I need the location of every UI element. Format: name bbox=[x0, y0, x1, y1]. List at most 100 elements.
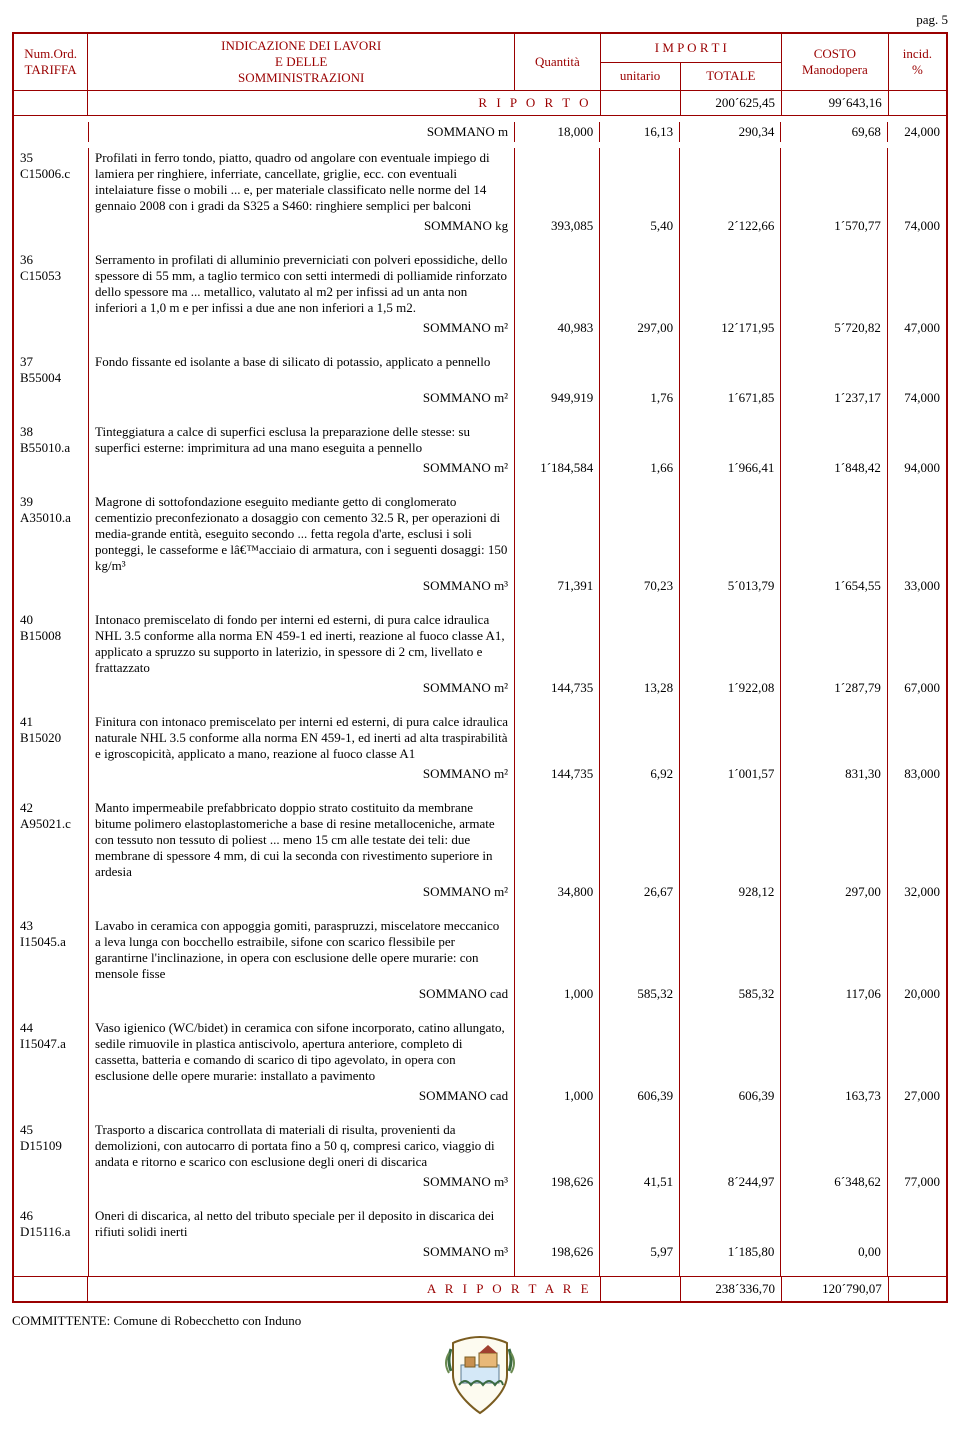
row-man: 1´287,79 bbox=[781, 678, 888, 698]
row-pct: 94,000 bbox=[887, 458, 946, 478]
footer-man: 120´790,07 bbox=[782, 1277, 889, 1303]
row-tot: 1´671,85 bbox=[680, 388, 781, 408]
row-tot: 8´244,97 bbox=[680, 1172, 781, 1192]
row-som-label: SOMMANO m² bbox=[89, 764, 515, 784]
row-man: 6´348,62 bbox=[781, 1172, 888, 1192]
row-unit: 26,67 bbox=[600, 882, 680, 902]
page-number: pag. 5 bbox=[12, 12, 948, 28]
row-pct: 77,000 bbox=[887, 1172, 946, 1192]
row-unit: 70,23 bbox=[600, 576, 680, 596]
row-id: 42A95021.c bbox=[14, 798, 89, 882]
row-code: B15008 bbox=[20, 628, 82, 644]
row-qty: 198,626 bbox=[515, 1172, 600, 1192]
hdr-costo-a: COSTO bbox=[788, 46, 882, 62]
footer-totale: 238´336,70 bbox=[680, 1277, 781, 1303]
hdr-costo: COSTO Manodopera bbox=[782, 33, 889, 91]
row-som-label: SOMMANO m³ bbox=[89, 576, 515, 596]
row-code: B15020 bbox=[20, 730, 82, 746]
hdr-numord-a: Num.Ord. bbox=[20, 46, 81, 62]
hdr-ind-c: SOMMINISTRAZIONI bbox=[94, 70, 508, 86]
row-man: 1´654,55 bbox=[781, 576, 888, 596]
row-id: 41B15020 bbox=[14, 712, 89, 764]
hdr-indicazione: INDICAZIONE DEI LAVORI E DELLE SOMMINIST… bbox=[88, 33, 515, 91]
row-unit: 5,97 bbox=[600, 1242, 680, 1262]
row-id: 37B55004 bbox=[14, 352, 89, 388]
row-num: 43 bbox=[20, 918, 82, 934]
first-som-tot: 290,34 bbox=[680, 122, 781, 142]
row-som-label: SOMMANO cad bbox=[89, 1086, 515, 1106]
hdr-totale: TOTALE bbox=[680, 62, 781, 90]
row-som-label: SOMMANO m² bbox=[89, 388, 515, 408]
row-num: 45 bbox=[20, 1122, 82, 1138]
row-desc: Serramento in profilati di alluminio pre… bbox=[89, 250, 515, 318]
row-num: 42 bbox=[20, 800, 82, 816]
row-unit: 5,40 bbox=[600, 216, 680, 236]
row-desc: Magrone di sottofondazione eseguito medi… bbox=[89, 492, 515, 576]
row-som-label: SOMMANO m² bbox=[89, 882, 515, 902]
row-num: 41 bbox=[20, 714, 82, 730]
row-man: 1´848,42 bbox=[781, 458, 888, 478]
first-som-pct: 24,000 bbox=[887, 122, 946, 142]
row-man: 0,00 bbox=[781, 1242, 888, 1262]
row-code: A35010.a bbox=[20, 510, 82, 526]
row-tot: 1´001,57 bbox=[680, 764, 781, 784]
footer-label: A R I P O R T A R E bbox=[88, 1277, 600, 1303]
row-qty: 144,735 bbox=[515, 678, 600, 698]
row-desc: Finitura con intonaco premiscelato per i… bbox=[89, 712, 515, 764]
row-tot: 1´966,41 bbox=[680, 458, 781, 478]
first-som-label: SOMMANO m bbox=[89, 122, 515, 142]
row-desc: Oneri di discarica, al netto del tributo… bbox=[89, 1206, 515, 1242]
row-unit: 6,92 bbox=[600, 764, 680, 784]
row-man: 1´237,17 bbox=[781, 388, 888, 408]
hdr-costo-b: Manodopera bbox=[788, 62, 882, 78]
row-qty: 393,085 bbox=[515, 216, 600, 236]
row-id: 45D15109 bbox=[14, 1120, 89, 1172]
first-som-unit: 16,13 bbox=[600, 122, 680, 142]
row-id: 43I15045.a bbox=[14, 916, 89, 984]
row-desc: Profilati in ferro tondo, piatto, quadro… bbox=[89, 148, 515, 216]
row-code: C15006.c bbox=[20, 166, 82, 182]
row-som-label: SOMMANO m² bbox=[89, 318, 515, 338]
row-man: 1´570,77 bbox=[781, 216, 888, 236]
row-qty: 144,735 bbox=[515, 764, 600, 784]
row-tot: 1´922,08 bbox=[680, 678, 781, 698]
row-qty: 40,983 bbox=[515, 318, 600, 338]
row-som-label: SOMMANO m² bbox=[89, 678, 515, 698]
row-code: B55004 bbox=[20, 370, 82, 386]
row-tot: 2´122,66 bbox=[680, 216, 781, 236]
row-unit: 41,51 bbox=[600, 1172, 680, 1192]
row-code: A95021.c bbox=[20, 816, 82, 832]
row-pct: 74,000 bbox=[887, 388, 946, 408]
row-num: 38 bbox=[20, 424, 82, 440]
hdr-numord: Num.Ord. TARIFFA bbox=[13, 33, 88, 91]
row-unit: 297,00 bbox=[600, 318, 680, 338]
hdr-ind-b: E DELLE bbox=[94, 54, 508, 70]
row-pct: 32,000 bbox=[887, 882, 946, 902]
row-som-label: SOMMANO cad bbox=[89, 984, 515, 1004]
row-som-label: SOMMANO m² bbox=[89, 458, 515, 478]
row-pct: 47,000 bbox=[887, 318, 946, 338]
row-pct: 74,000 bbox=[887, 216, 946, 236]
row-pct: 83,000 bbox=[887, 764, 946, 784]
row-tot: 585,32 bbox=[680, 984, 781, 1004]
riporto-totale: 200´625,45 bbox=[680, 91, 781, 116]
row-desc: Vaso igienico (WC/bidet) in ceramica con… bbox=[89, 1018, 515, 1086]
first-som-man: 69,68 bbox=[781, 122, 888, 142]
row-unit: 606,39 bbox=[600, 1086, 680, 1106]
row-id: 35C15006.c bbox=[14, 148, 89, 216]
row-man: 117,06 bbox=[781, 984, 888, 1004]
row-man: 5´720,82 bbox=[781, 318, 888, 338]
row-desc: Fondo fissante ed isolante a base di sil… bbox=[89, 352, 515, 388]
row-pct: 20,000 bbox=[887, 984, 946, 1004]
row-desc: Manto impermeabile prefabbricato doppio … bbox=[89, 798, 515, 882]
row-tot: 928,12 bbox=[680, 882, 781, 902]
row-som-label: SOMMANO m³ bbox=[89, 1242, 515, 1262]
row-tot: 606,39 bbox=[680, 1086, 781, 1106]
hdr-unitario: unitario bbox=[600, 62, 680, 90]
row-pct: 67,000 bbox=[887, 678, 946, 698]
hdr-importi: I M P O R T I bbox=[600, 33, 781, 62]
row-som-label: SOMMANO m³ bbox=[89, 1172, 515, 1192]
row-desc: Trasporto a discarica controllata di mat… bbox=[89, 1120, 515, 1172]
row-unit: 1,76 bbox=[600, 388, 680, 408]
row-num: 39 bbox=[20, 494, 82, 510]
